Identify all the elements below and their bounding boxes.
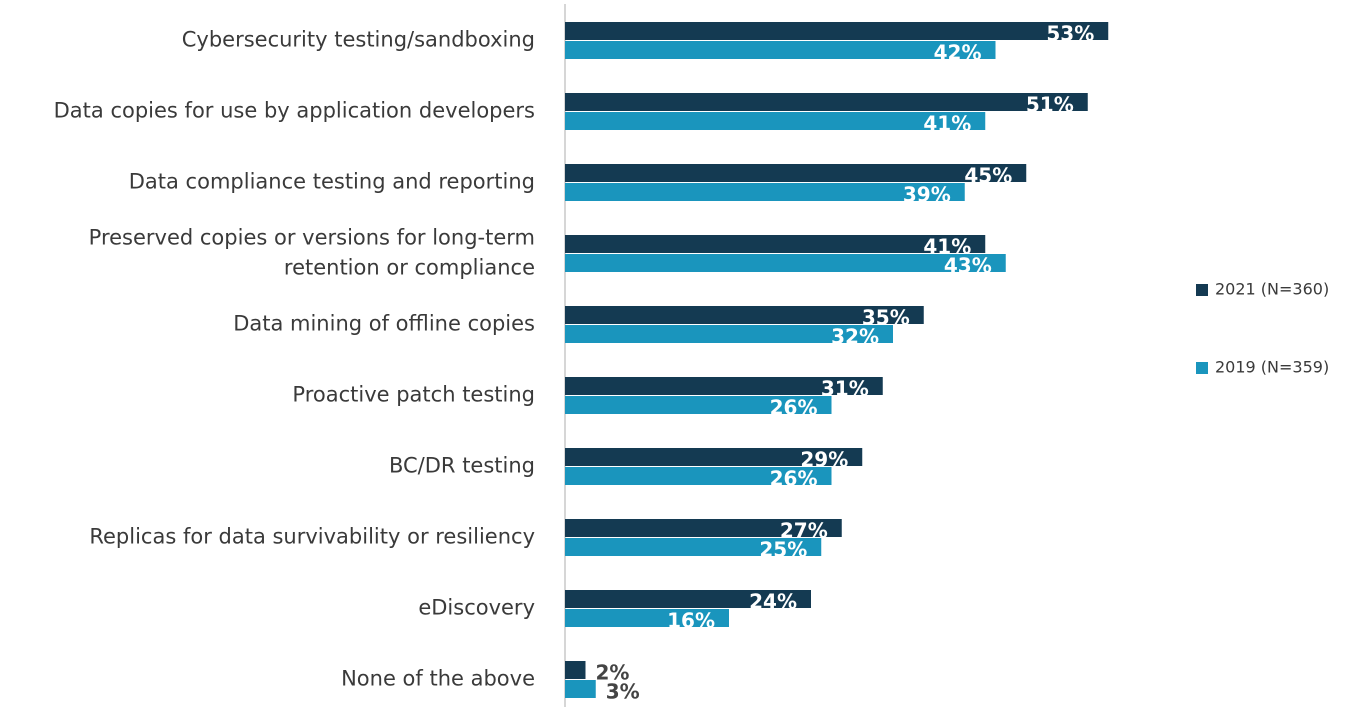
value-label: 3% (606, 679, 640, 703)
bar (565, 164, 1027, 182)
value-label: 42% (934, 40, 982, 64)
bar (565, 254, 1006, 272)
bar (565, 22, 1109, 40)
legend-label: 2021 (N=360) (1215, 280, 1329, 299)
category-label: Proactive patch testing (292, 383, 535, 407)
category-label: BC/DR testing (389, 454, 535, 478)
category-label: Preserved copies or versions for long-te… (89, 226, 535, 280)
value-label: 26% (770, 466, 818, 490)
bar (565, 41, 996, 59)
value-label: 45% (964, 163, 1012, 187)
bar (565, 448, 863, 466)
category-label: Data compliance testing and reporting (129, 170, 535, 194)
bar (565, 467, 832, 485)
value-label: 24% (749, 589, 797, 613)
category-label: eDiscovery (418, 596, 535, 620)
value-label: 43% (944, 253, 992, 277)
bar (565, 377, 883, 395)
category-label: None of the above (341, 667, 535, 691)
bar (565, 93, 1088, 111)
value-label: 16% (667, 608, 715, 632)
value-label: 51% (1026, 92, 1074, 116)
value-label: 39% (903, 182, 951, 206)
value-label: 2% (596, 660, 630, 684)
bar (565, 183, 965, 201)
category-label: Replicas for data survivability or resil… (89, 525, 535, 549)
bar (565, 306, 924, 324)
bar (565, 519, 842, 537)
value-label: 41% (923, 111, 971, 135)
bar (565, 680, 596, 698)
category-label: Data copies for use by application devel… (54, 99, 535, 123)
category-label-line: retention or compliance (284, 256, 535, 280)
bar (565, 661, 586, 679)
legend-swatch (1196, 284, 1208, 296)
category-label: Data mining of offline copies (233, 312, 535, 336)
bar (565, 396, 832, 414)
legend-swatch (1196, 362, 1208, 374)
bar (565, 112, 986, 130)
category-label: Cybersecurity testing/sandboxing (182, 28, 535, 52)
value-label: 53% (1046, 21, 1094, 45)
value-label: 32% (831, 324, 879, 348)
bar (565, 325, 893, 343)
value-label: 25% (759, 537, 807, 561)
bar (565, 235, 986, 253)
value-label: 26% (770, 395, 818, 419)
bar (565, 538, 822, 556)
bar (565, 590, 811, 608)
category-label-line: Preserved copies or versions for long-te… (89, 226, 535, 250)
bar (565, 609, 729, 627)
legend-label: 2019 (N=359) (1215, 358, 1329, 377)
